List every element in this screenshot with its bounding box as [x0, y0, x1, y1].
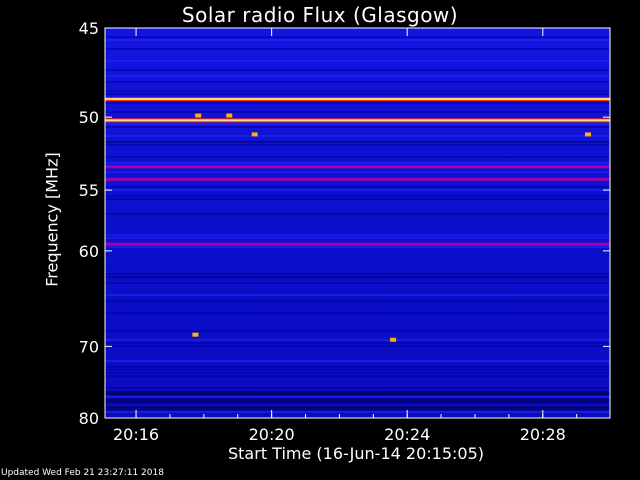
texture-stripe: [105, 345, 610, 347]
texture-stripe: [105, 342, 610, 344]
texture-stripe: [105, 282, 610, 284]
chart-title: Solar radio Flux (Glasgow): [181, 3, 459, 27]
texture-stripe: [105, 360, 610, 362]
texture-stripe: [105, 186, 610, 188]
texture-stripe: [105, 300, 610, 302]
texture-stripe: [105, 156, 610, 158]
y-tick-label: 80: [79, 409, 99, 428]
y-tick-label: 70: [79, 337, 99, 356]
hotspot: [251, 132, 258, 137]
texture-stripe: [105, 339, 610, 341]
x-axis-label: Start Time (16-Jun-14 20:15:05): [228, 444, 484, 463]
texture-stripe: [105, 144, 610, 146]
frequency-bands: [105, 36, 610, 413]
texture-stripe: [105, 75, 610, 77]
texture-stripe: [105, 213, 610, 215]
texture-stripe: [105, 195, 610, 197]
plot-background: [105, 28, 610, 418]
texture-stripe: [105, 126, 610, 128]
plot-frame: [104, 27, 611, 419]
texture-stripe: [105, 102, 610, 104]
texture-stripe: [105, 90, 610, 92]
texture-stripe: [105, 273, 610, 275]
y-tick-label: 55: [79, 181, 99, 200]
y-axis: 45 50 55 60 70 80: [79, 19, 610, 428]
texture-stripe: [105, 141, 610, 143]
texture-stripe: [105, 411, 610, 413]
dark-band: [105, 406, 610, 411]
texture-stripe: [105, 366, 610, 368]
texture-stripe: [105, 294, 610, 296]
texture-stripe: [105, 198, 610, 200]
x-tick-label: 20:16: [113, 425, 159, 444]
texture-stripe: [105, 123, 610, 125]
texture-stripe: [105, 234, 610, 236]
hotspot: [192, 332, 199, 337]
hotspot: [195, 113, 202, 118]
hotspot: [226, 113, 233, 118]
updated-timestamp: Updated Wed Feb 21 23:27:11 2018: [1, 468, 164, 478]
y-tick-label: 60: [79, 242, 99, 261]
texture-stripe: [105, 39, 610, 41]
dark-band: [105, 390, 610, 395]
bright-band: [105, 177, 610, 181]
bright-band: [105, 242, 610, 246]
texture-stripe: [105, 48, 610, 50]
texture-stripe: [105, 81, 610, 83]
texture-stripe: [105, 246, 610, 248]
texture-stripe: [105, 189, 610, 191]
bright-band-core: [105, 98, 610, 101]
texture-stripe: [105, 330, 610, 332]
y-tick-label: 45: [79, 19, 99, 38]
hotspots: [192, 113, 591, 342]
texture-stripe: [105, 135, 610, 137]
y-axis-label: Frequency [MHz]: [42, 152, 62, 287]
texture-stripe: [105, 237, 610, 239]
texture-stripe: [105, 396, 610, 398]
texture-stripe: [105, 69, 610, 71]
hotspot: [390, 337, 397, 342]
x-tick-label: 20:28: [520, 425, 566, 444]
texture-stripe: [105, 387, 610, 389]
texture-stripe: [105, 276, 610, 278]
hotspot: [584, 132, 591, 137]
bright-band: [105, 165, 610, 169]
texture-stripe: [105, 402, 610, 404]
x-tick-label: 20:24: [384, 425, 430, 444]
dark-band: [105, 398, 610, 403]
texture-stripe: [105, 93, 610, 95]
texture-stripe: [105, 162, 610, 164]
texture-stripe: [105, 369, 610, 371]
texture-stripe: [105, 60, 610, 62]
bright-band-core: [105, 119, 610, 122]
x-axis: 20:16 20:20 20:24 20:28: [113, 28, 578, 444]
texture-stripe: [105, 312, 610, 314]
texture-stripe: [105, 111, 610, 113]
texture-stripe: [105, 375, 610, 377]
x-tick-label: 20:20: [249, 425, 295, 444]
texture-stripe: [105, 372, 610, 374]
y-tick-label: 50: [79, 108, 99, 127]
texture-stripe: [105, 36, 610, 38]
texture-stripe: [105, 171, 610, 173]
